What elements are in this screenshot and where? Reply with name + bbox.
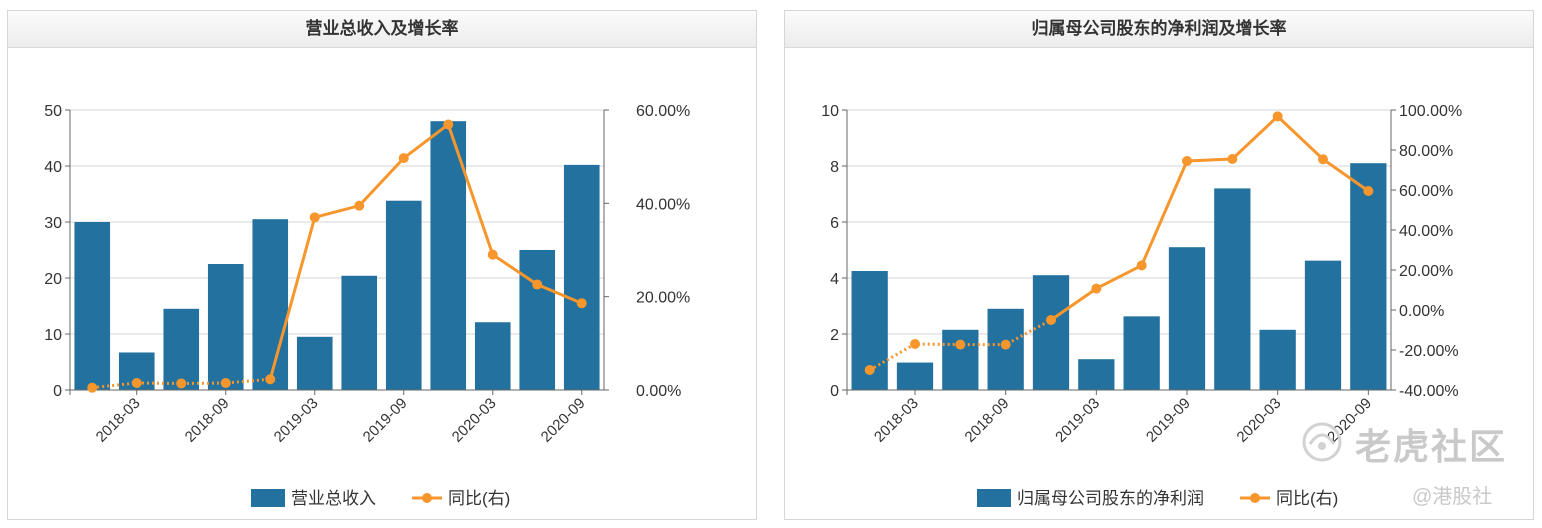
chart-0-x-tick-label: 2019-09 — [360, 395, 411, 446]
chart-1-legend-line-marker — [1250, 493, 1260, 503]
chart-1-bar — [896, 362, 934, 390]
chart-1-legend-bar-label: 归属母公司股东的净利润 — [1017, 489, 1204, 508]
revenue-chart-panel: 营业总收入及增长率 0 10 20 30 40 50 0.00% 20.00% 40.00% 60… — [7, 10, 757, 520]
chart-0-bar — [252, 219, 289, 390]
chart-0-growth-point — [487, 249, 498, 260]
chart-0-growth-point — [265, 374, 276, 385]
chart-0-growth-point — [87, 382, 98, 393]
chart-1-left-tick-label: 8 — [830, 159, 839, 176]
chart-1-growth-point — [1091, 283, 1102, 294]
net-profit-chart-panel: 归属母公司股东的净利润及增长率 0 2 4 6 8 10 -40.00% -20.00% 0.0… — [784, 10, 1534, 520]
chart-0-growth-point — [354, 200, 365, 211]
chart-1-x-tick-label: 2018-03 — [871, 395, 922, 446]
chart-0-legend-line-label: 同比(右) — [448, 489, 510, 508]
chart-0-left-tick-label: 40 — [44, 159, 62, 176]
chart-0-bar — [563, 164, 600, 390]
net-profit-chart-title: 归属母公司股东的净利润及增长率 — [785, 11, 1533, 48]
chart-0-growth-point — [532, 279, 543, 290]
chart-1-x-tick-label: 2019-09 — [1143, 395, 1194, 446]
chart-1-left-tick-label: 4 — [830, 271, 839, 288]
chart-0-legend-bar-swatch — [251, 489, 285, 507]
revenue-chart: 0 10 20 30 40 50 0.00% 20.00% 40.00% 60.00% 2018-0… — [44, 103, 690, 508]
chart-1-bar — [1259, 329, 1296, 390]
chart-1-growth-line — [1050, 114, 1370, 322]
chart-1-left-tick-label: 6 — [830, 215, 839, 232]
chart-1-growth-point — [1046, 315, 1056, 325]
chart-1-right-tick-label: 40.00% — [1399, 223, 1453, 240]
chart-1-bar — [1214, 188, 1251, 390]
chart-0-growth-point — [309, 212, 320, 223]
tiger-logo-icon — [1302, 422, 1342, 462]
chart-0-x-tick-label: 2018-09 — [182, 395, 233, 446]
chart-0-bar — [385, 200, 422, 390]
chart-1-growth-point — [1182, 156, 1192, 166]
chart-0-growth-point — [576, 298, 587, 309]
chart-1-left-tick-label: 10 — [821, 103, 839, 120]
chart-1-right-tick-label: 100.00% — [1399, 103, 1462, 120]
chart-0-right-tick-label: 20.00% — [636, 290, 690, 307]
chart-0-bar — [296, 336, 333, 390]
chart-1-left-tick-label: 2 — [830, 327, 839, 344]
chart-1-bar — [1304, 260, 1342, 390]
chart-0-right-tick-label: 40.00% — [636, 196, 690, 213]
chart-1-legend-bar-swatch — [977, 489, 1011, 507]
chart-1-growth-point — [1363, 186, 1374, 196]
chart-1-right-tick-label: -40.00% — [1399, 383, 1459, 400]
chart-0-right-tick-label: 60.00% — [636, 103, 690, 120]
chart-0-bar — [430, 121, 467, 390]
chart-1-x-tick-label: 2019-03 — [1052, 395, 1103, 446]
chart-0-left-tick-label: 10 — [44, 327, 62, 344]
chart-0-growth-line — [268, 122, 583, 380]
chart-1-bar — [1123, 316, 1160, 390]
chart-1-bar — [1032, 275, 1070, 390]
chart-0-x-tick-label: 2018-03 — [93, 395, 144, 446]
chart-1-growth-point — [910, 339, 920, 349]
chart-1-bar — [942, 329, 979, 390]
chart-0-bar — [341, 275, 378, 390]
chart-1-bar — [1350, 163, 1387, 390]
chart-0-bar — [74, 222, 111, 390]
chart-1-x-tick-label: 2018-09 — [962, 395, 1013, 446]
chart-0-growth-point — [220, 378, 231, 388]
chart-0-bar — [474, 322, 511, 390]
chart-1-growth-point — [1318, 154, 1328, 165]
chart-1-bar — [1168, 247, 1206, 390]
chart-1-x-tick-label: 2020-03 — [1234, 395, 1285, 446]
chart-1-growth-point — [1000, 339, 1011, 350]
chart-0-left-tick-label: 50 — [44, 103, 62, 120]
chart-1-right-tick-label: 60.00% — [1399, 183, 1453, 200]
chart-1-right-tick-label: 20.00% — [1399, 263, 1453, 280]
chart-0-legend-line-marker — [422, 493, 432, 503]
chart-0-left-tick-label: 30 — [44, 215, 62, 232]
chart-1-right-tick-label: -20.00% — [1399, 343, 1459, 360]
chart-1-legend-line-label: 同比(右) — [1276, 489, 1338, 508]
chart-0-growth-point — [176, 378, 187, 389]
chart-0-growth-point — [131, 378, 142, 388]
chart-0-x-tick-label: 2019-03 — [271, 395, 322, 446]
revenue-chart-title: 营业总收入及增长率 — [8, 11, 756, 48]
net-profit-chart: 0 2 4 6 8 10 -40.00% -20.00% 0.00% 20.00% 40.00% 60… — [821, 103, 1462, 508]
chart-1-growth-point — [1227, 154, 1238, 164]
chart-1-growth-point — [955, 339, 966, 350]
chart-0-growth-point — [398, 153, 409, 164]
chart-1-growth-line-dashed — [868, 318, 1052, 372]
chart-0-left-tick-label: 0 — [53, 383, 62, 400]
chart-0-bar — [519, 250, 556, 390]
chart-1-growth-point — [1136, 260, 1147, 271]
chart-1-right-tick-label: 0.00% — [1399, 303, 1444, 320]
chart-1-left-tick-label: 0 — [830, 383, 839, 400]
chart-0-bar — [163, 308, 200, 390]
chart-1-bar — [1078, 359, 1115, 390]
chart-0-growth-point — [443, 119, 454, 130]
chart-1-growth-point — [1272, 111, 1283, 122]
chart-0-legend-bar-label: 营业总收入 — [291, 489, 376, 508]
chart-1-right-tick-label: 80.00% — [1399, 143, 1453, 160]
chart-0-right-tick-label: 0.00% — [636, 383, 681, 400]
chart-0-x-tick-label: 2020-09 — [538, 395, 589, 446]
chart-0-bar — [207, 264, 244, 390]
chart-1-growth-point — [864, 365, 875, 375]
chart-0-x-tick-label: 2020-03 — [449, 395, 500, 446]
chart-0-left-tick-label: 20 — [44, 271, 62, 288]
